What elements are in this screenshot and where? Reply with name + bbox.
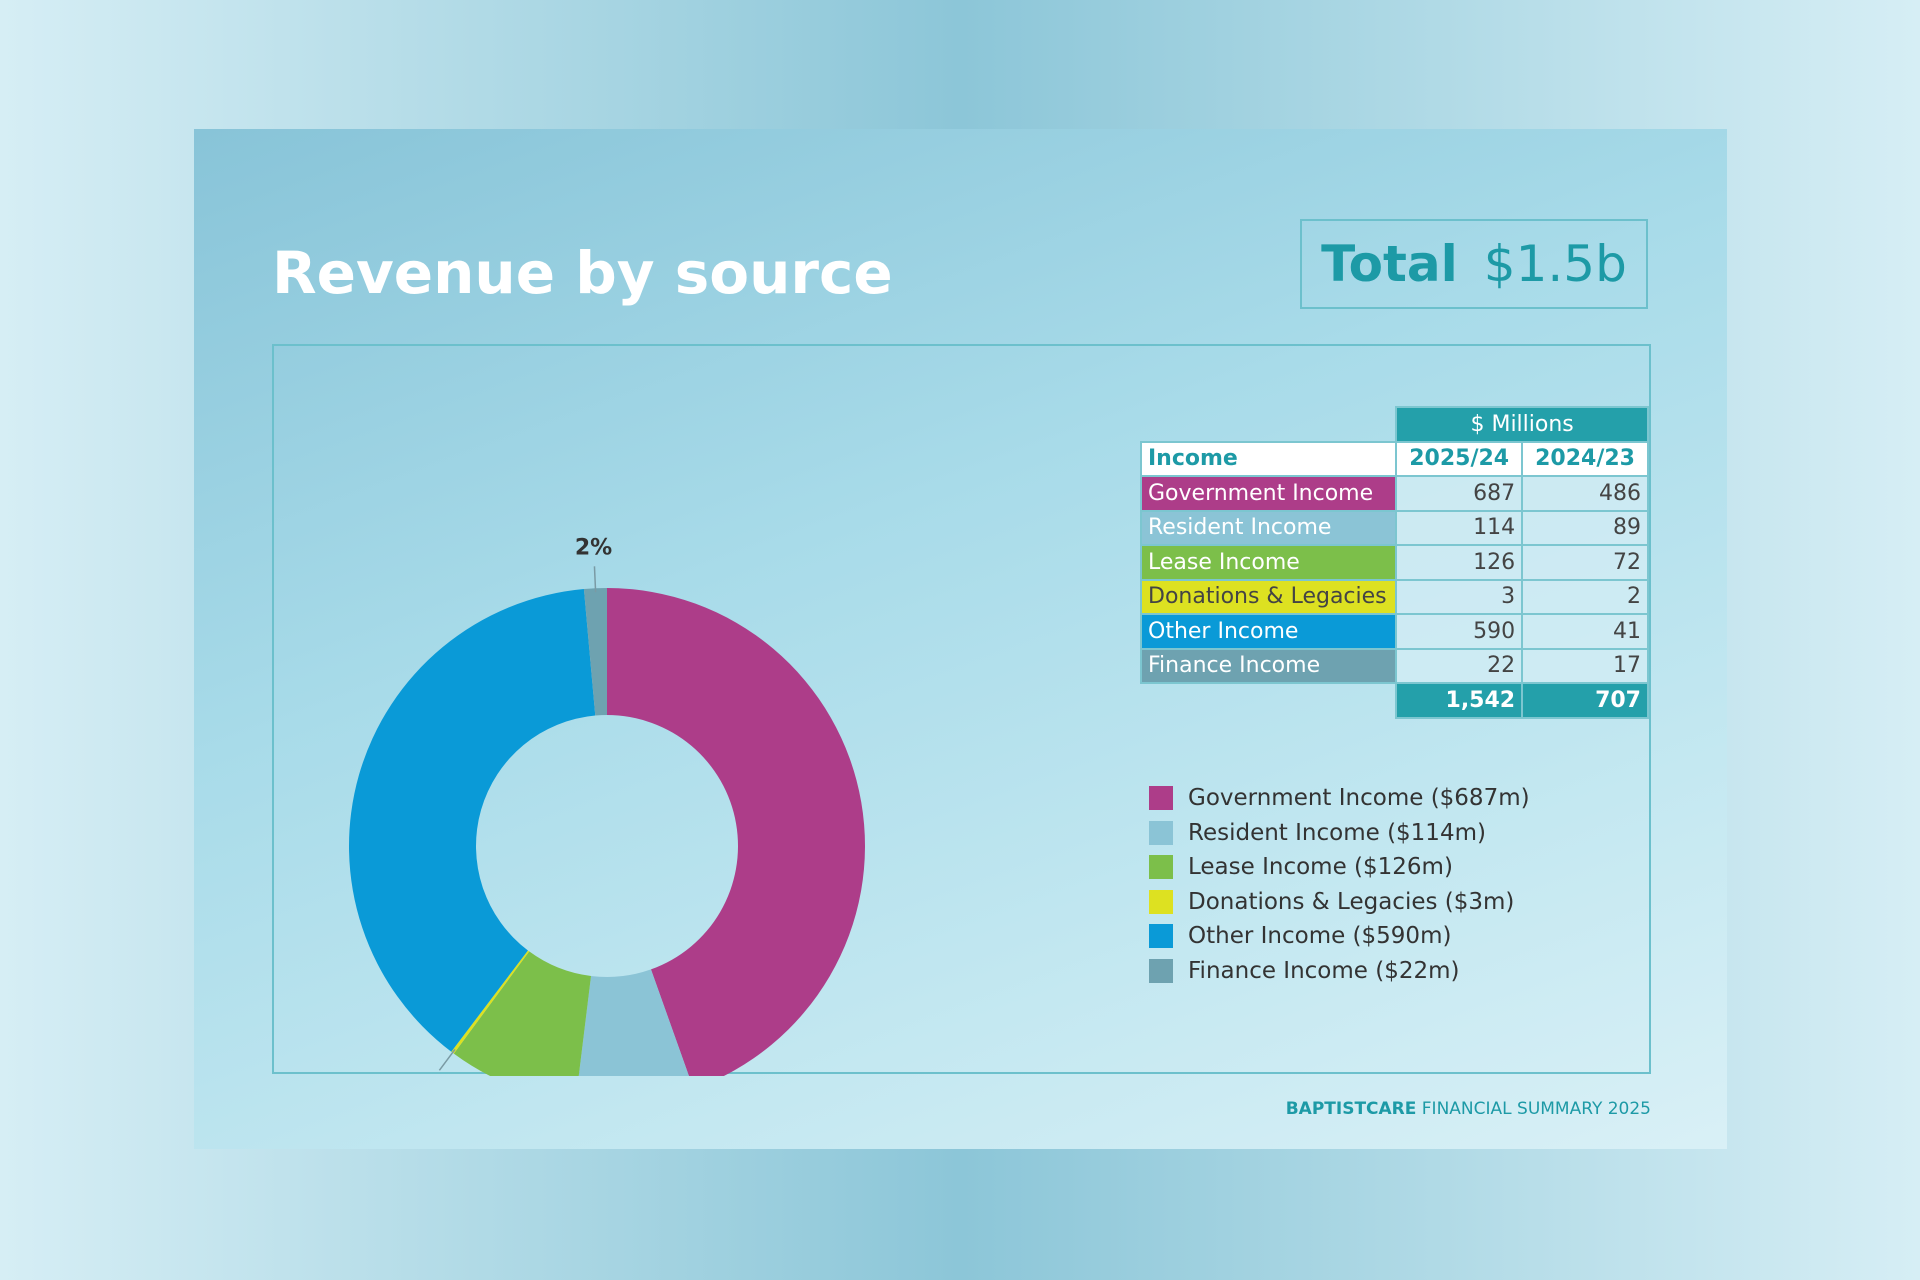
- legend-swatch: [1149, 924, 1173, 949]
- footer-text: FINANCIAL SUMMARY 2025: [1421, 1099, 1651, 1119]
- legend-item: Lease Income ($126m): [1149, 850, 1530, 885]
- legend-item: Other Income ($590m): [1149, 919, 1530, 954]
- data-label: 0%: [409, 1075, 446, 1076]
- row-value-2025: 22: [1395, 647, 1524, 684]
- donut-slice-resident-income: [578, 969, 689, 1076]
- total-2024: 707: [1521, 682, 1649, 719]
- total-value: $1.5b: [1483, 235, 1627, 293]
- leader-line: [593, 566, 597, 593]
- row-value-2025: 3: [1395, 578, 1524, 615]
- row-label: Resident Income: [1139, 509, 1398, 546]
- row-label: Donations & Legacies: [1139, 578, 1398, 615]
- col-header-2024: 2024/23: [1521, 440, 1649, 477]
- donut-slice-other-income: [348, 589, 596, 1052]
- row-value-2024: 41: [1521, 613, 1649, 650]
- legend-label: Resident Income ($114m): [1188, 819, 1486, 846]
- leader-line: [438, 1049, 456, 1071]
- legend-label: Finance Income ($22m): [1188, 957, 1460, 984]
- data-label: 2%: [575, 535, 612, 560]
- legend-swatch: [1149, 786, 1173, 811]
- page-title: Revenue by source: [272, 239, 893, 307]
- legend-swatch: [1149, 855, 1173, 880]
- donut-slice-finance-income: [583, 588, 607, 716]
- legend-label: Other Income ($590m): [1188, 923, 1452, 950]
- donut-slice-government-income: [607, 588, 865, 1076]
- row-value-2024: 2: [1521, 578, 1649, 615]
- group-header: $ Millions: [1395, 406, 1649, 443]
- legend-item: Finance Income ($22m): [1149, 954, 1530, 989]
- legend-swatch: [1149, 889, 1173, 914]
- legend-label: Lease Income ($126m): [1188, 854, 1453, 881]
- row-value-2025: 126: [1395, 544, 1524, 581]
- table-row: Lease Income 126 72: [1139, 544, 1649, 581]
- slide-panel: Revenue by source Total $1.5b 2% 0% $ Mil…: [194, 129, 1727, 1149]
- legend-label: Government Income ($687m): [1188, 785, 1530, 812]
- table-row: Government Income 687 486: [1139, 475, 1649, 512]
- col-header-2025: 2025/24: [1395, 440, 1524, 477]
- table-row: Other Income 590 41: [1139, 613, 1649, 650]
- legend-item: Government Income ($687m): [1149, 781, 1530, 816]
- legend-label: Donations & Legacies ($3m): [1188, 888, 1515, 915]
- row-label: Finance Income: [1139, 647, 1398, 684]
- row-value-2024: 89: [1521, 509, 1649, 546]
- row-value-2024: 486: [1521, 475, 1649, 512]
- legend-swatch: [1149, 958, 1173, 983]
- income-table: $ Millions Income 2025/24 2024/23 Governme…: [1139, 406, 1649, 719]
- row-label: Lease Income: [1139, 544, 1398, 581]
- total-box: Total $1.5b: [1300, 219, 1648, 309]
- row-label: Government Income: [1139, 475, 1398, 512]
- donut-chart: 2% 0%: [348, 535, 865, 1076]
- row-value-2025: 114: [1395, 509, 1524, 546]
- total-2025: 1,542: [1395, 682, 1524, 719]
- row-value-2024: 17: [1521, 647, 1649, 684]
- table-row: Donations & Legacies 3 2: [1139, 578, 1649, 615]
- total-label: Total: [1321, 235, 1458, 293]
- col-header-income: Income: [1139, 440, 1398, 477]
- footer: BAPTISTCARE FINANCIAL SUMMARY 2025: [1286, 1099, 1651, 1119]
- row-label: Other Income: [1139, 613, 1398, 650]
- donut-slice-lease-income: [453, 951, 592, 1076]
- legend-swatch: [1149, 820, 1173, 845]
- table-row: Finance Income 22 17: [1139, 647, 1649, 684]
- donut-slice-donations-legacies: [451, 950, 530, 1054]
- table-row: Resident Income 114 89: [1139, 509, 1649, 546]
- row-value-2025: 687: [1395, 475, 1524, 512]
- row-value-2024: 72: [1521, 544, 1649, 581]
- legend-item: Donations & Legacies ($3m): [1149, 885, 1530, 920]
- row-value-2025: 590: [1395, 613, 1524, 650]
- footer-brand: BAPTISTCARE: [1285, 1099, 1417, 1119]
- legend: Government Income ($687m) Resident Income…: [1149, 781, 1530, 988]
- legend-item: Resident Income ($114m): [1149, 816, 1530, 851]
